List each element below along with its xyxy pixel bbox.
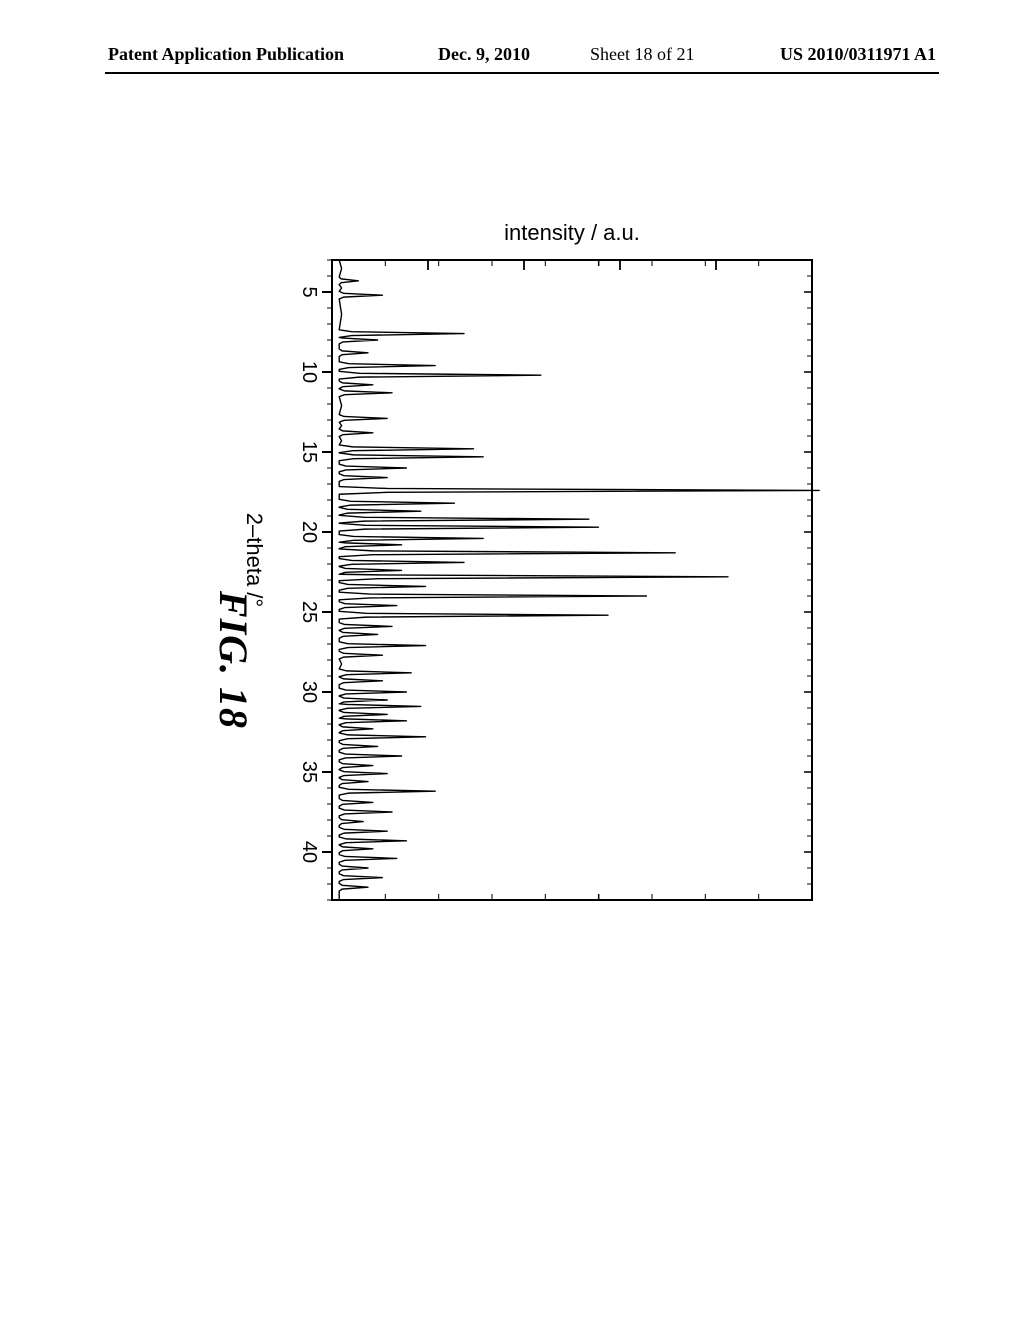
figure-label: FIG. 18	[210, 150, 257, 1170]
figure-canvas: intensity / a.u. 2–theta /° 510152025303…	[172, 150, 852, 1170]
x-tick-label: 20	[297, 521, 320, 543]
y-axis-label: intensity / a.u.	[504, 220, 640, 246]
sheet-number: Sheet 18 of 21	[590, 44, 694, 65]
publication-label: Patent Application Publication	[108, 44, 344, 65]
x-tick-label: 35	[297, 761, 320, 783]
publication-date: Dec. 9, 2010	[438, 44, 530, 65]
x-tick-label: 5	[297, 286, 320, 297]
xrd-chart	[272, 200, 832, 920]
page-header: Patent Application Publication Dec. 9, 2…	[0, 44, 1024, 84]
x-tick-label: 25	[297, 601, 320, 623]
us-pub-number: US 2010/0311971 A1	[780, 44, 936, 65]
page: Patent Application Publication Dec. 9, 2…	[0, 0, 1024, 1320]
x-tick-label: 40	[297, 841, 320, 863]
x-tick-label: 15	[297, 441, 320, 463]
header-rule	[105, 72, 939, 74]
x-tick-label: 10	[297, 361, 320, 383]
x-tick-label: 30	[297, 681, 320, 703]
